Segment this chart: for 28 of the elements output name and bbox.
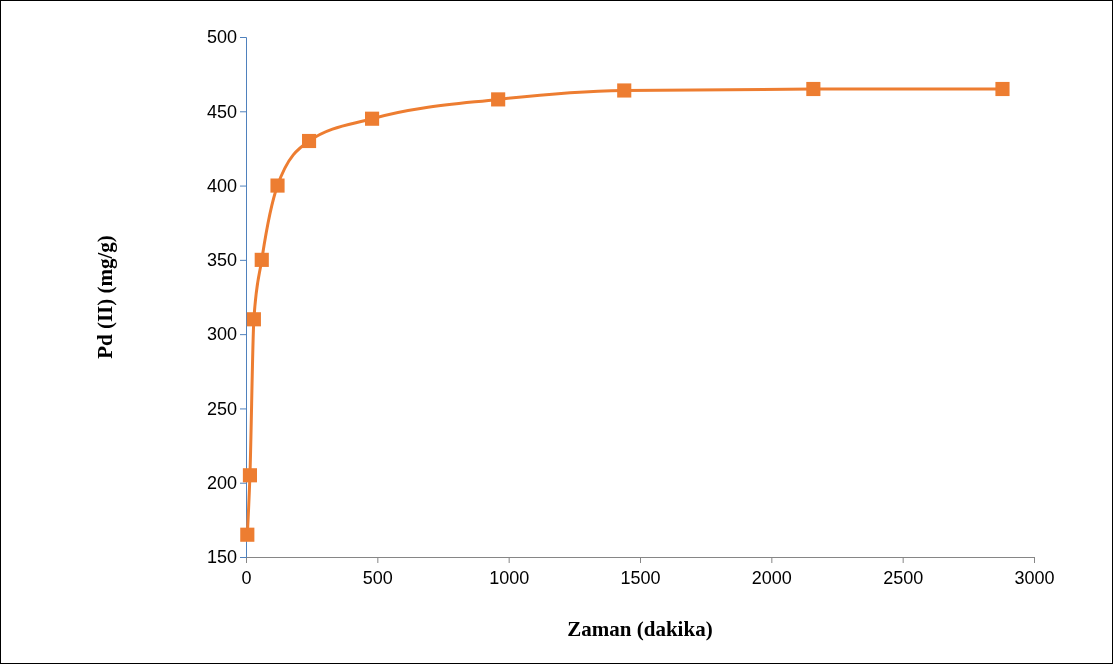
point <box>995 81 1010 97</box>
point <box>491 92 506 107</box>
point <box>254 252 269 267</box>
x-tick-label: 2000 <box>751 568 792 588</box>
point <box>301 133 317 149</box>
point <box>806 81 821 97</box>
x-tick-label: 2500 <box>883 568 924 588</box>
y-tick-label: 450 <box>206 101 237 122</box>
point <box>365 111 380 126</box>
point <box>240 527 255 542</box>
y-tick-label: 150 <box>206 547 237 568</box>
x-tick-label: 0 <box>241 568 252 588</box>
point <box>617 83 632 98</box>
point <box>242 468 258 483</box>
x-tick-label: 1000 <box>489 568 530 588</box>
x-tick-label: 3000 <box>1014 568 1055 588</box>
y-axis-title: Pd (II) (mg/g) <box>93 235 117 359</box>
y-tick-label: 400 <box>206 175 237 196</box>
point <box>246 312 261 327</box>
y-tick-label: 300 <box>206 324 237 345</box>
y-tick-label: 250 <box>206 398 237 419</box>
x-axis-title: Zaman (dakika) <box>567 617 713 641</box>
x-tick-label: 500 <box>362 568 393 588</box>
point <box>270 178 285 193</box>
y-tick-label: 200 <box>206 472 237 493</box>
x-tick-label: 1500 <box>620 568 661 588</box>
y-tick-label: 350 <box>206 250 237 271</box>
y-tick-label: 500 <box>206 27 237 48</box>
